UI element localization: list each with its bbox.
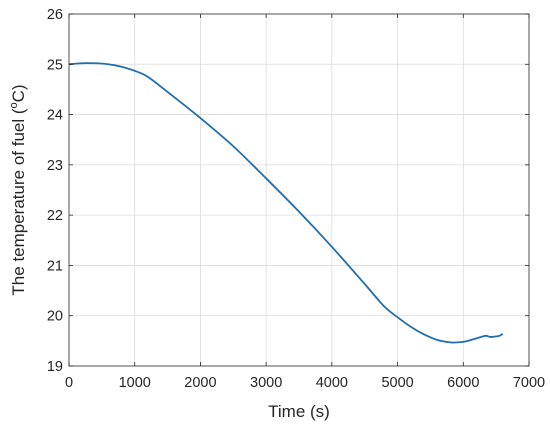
- x-tick-label: 3000: [250, 375, 282, 391]
- y-axis-label-tail: C): [9, 84, 28, 102]
- y-tick-label: 23: [47, 158, 63, 174]
- y-axis-label-superscript: o: [8, 102, 20, 108]
- y-axis-label: The temperature of fuel (oC): [8, 84, 28, 295]
- series-line: [68, 62, 504, 344]
- ticks: [68, 13, 530, 367]
- y-tick-label: 24: [47, 108, 63, 124]
- x-tick-label: 6000: [447, 375, 479, 391]
- y-tick-label: 19: [47, 359, 63, 375]
- y-tick-label: 25: [47, 57, 63, 73]
- x-tick-label: 7000: [513, 375, 545, 391]
- x-tick-label: 0: [65, 375, 73, 391]
- y-tick-label: 22: [47, 208, 63, 224]
- x-axis-label: Time (s): [268, 402, 330, 421]
- x-tick-label: 5000: [381, 375, 413, 391]
- axes-box: [68, 13, 530, 367]
- x-tick-label: 1000: [119, 375, 151, 391]
- y-tick-label: 26: [47, 7, 63, 23]
- series-group: [68, 62, 504, 344]
- x-tick-label: 2000: [184, 375, 216, 391]
- y-tick-label: 20: [47, 309, 63, 325]
- x-tick-label: 4000: [316, 375, 348, 391]
- y-tick-label: 21: [47, 258, 63, 274]
- y-axis-label-main: The temperature of fuel (: [9, 108, 28, 295]
- tick-labels: 0 1000 2000 3000 4000 5000 6000 7000 19 20 21 22 23 2…: [47, 7, 545, 391]
- plot-area: [69, 14, 529, 366]
- grid: [69, 14, 529, 366]
